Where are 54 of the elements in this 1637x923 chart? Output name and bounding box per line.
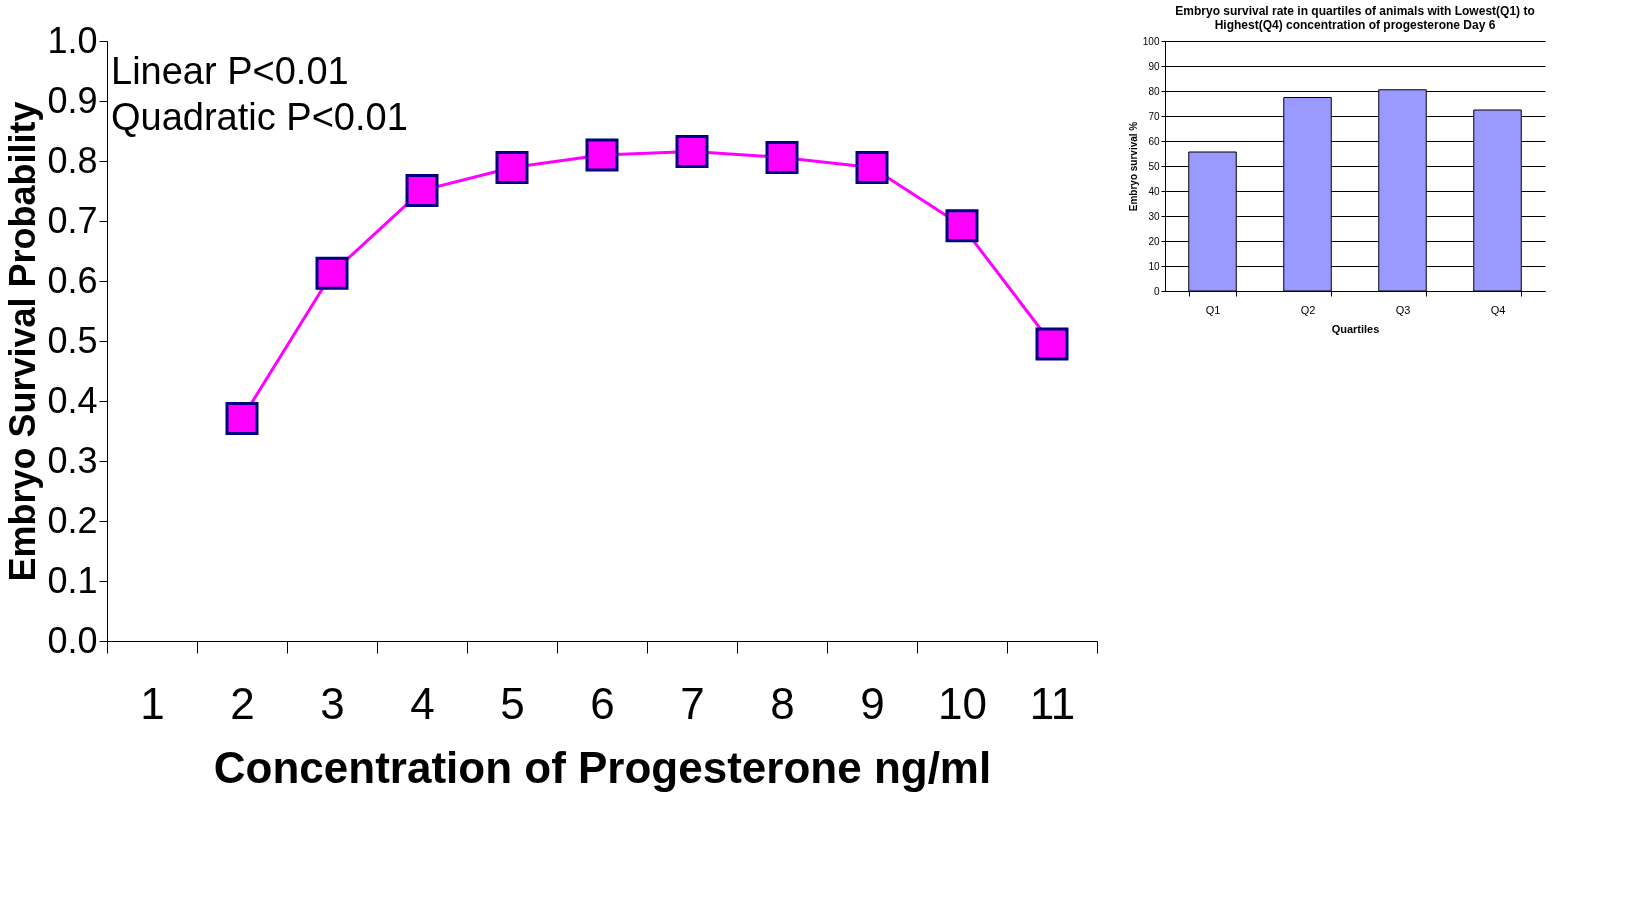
- x-tick-label: 2: [230, 678, 255, 728]
- point: [1035, 327, 1069, 361]
- x-tick-label: 3: [320, 678, 345, 728]
- y-tick-label: 100: [1142, 35, 1160, 47]
- point: [585, 138, 619, 172]
- y-tick-label: 50: [1148, 160, 1160, 172]
- y-tick-label: 0: [1153, 285, 1160, 297]
- y-axis-title: Embryo Survival Probability: [2, 101, 44, 582]
- y-tick-label: 30: [1148, 210, 1160, 222]
- point: [945, 209, 979, 243]
- chart-title: Embryo survival rate in quartiles of animals with Lowest(Q1) to Highest(Q4) concentration of progesterone Day 6: [1175, 4, 1535, 32]
- x-tick-label: 8: [770, 678, 795, 728]
- y-tick-label: 90: [1148, 60, 1160, 72]
- y-tick-label: 0.9: [47, 79, 98, 121]
- x-tick-label: Q2: [1300, 303, 1316, 316]
- x-tick-label: 5: [500, 678, 525, 728]
- y-tick-label: 0.4: [47, 379, 98, 421]
- x-tick-label: 10: [938, 678, 987, 728]
- point: [765, 140, 799, 174]
- y-tick-label: 0.6: [47, 259, 98, 301]
- y-tick-label: 0.8: [47, 139, 98, 181]
- y-tick-label: 70: [1148, 110, 1160, 122]
- point: [675, 134, 709, 168]
- y-tick-label: 10: [1148, 260, 1160, 272]
- annotation: Linear P<0.01: [111, 50, 349, 92]
- x-tick-label: 9: [860, 678, 885, 728]
- annotation: Quadratic P<0.01: [111, 96, 408, 138]
- y-tick-label: 0.3: [47, 439, 98, 481]
- point: [225, 401, 259, 435]
- y-tick-label: 40: [1148, 185, 1160, 197]
- point: [405, 173, 439, 207]
- y-tick-label: 80: [1148, 85, 1160, 97]
- x-tick-label: Q3: [1395, 303, 1411, 316]
- x-tick-label: 1: [140, 678, 165, 728]
- point: [315, 256, 349, 290]
- y-tick-label: 0.1: [47, 559, 98, 601]
- y-tick-label: 0.2: [47, 499, 98, 541]
- y-tick-label: 20: [1148, 235, 1160, 247]
- x-tick-label: 6: [590, 678, 615, 728]
- x-axis-title: Quartiles: [1331, 322, 1380, 335]
- x-tick-label: 4: [410, 678, 435, 728]
- y-tick-label: 0.7: [47, 199, 98, 241]
- point: [855, 151, 889, 185]
- text: 0.0: [47, 619, 98, 661]
- text: 1.0: [47, 19, 98, 61]
- y-axis-title: Embryo survival %: [1127, 121, 1139, 212]
- y-tick-label: 60: [1148, 135, 1160, 147]
- x-tick-label: Q1: [1205, 303, 1221, 316]
- x-tick-label: 7: [680, 678, 705, 728]
- point: [495, 151, 529, 185]
- x-tick-label: Q4: [1490, 303, 1506, 316]
- y-tick-label: 0.5: [47, 319, 98, 361]
- x-tick-label: 11: [1029, 678, 1076, 728]
- x-axis-title: Concentration of Progesterone ng/ml: [213, 742, 992, 792]
